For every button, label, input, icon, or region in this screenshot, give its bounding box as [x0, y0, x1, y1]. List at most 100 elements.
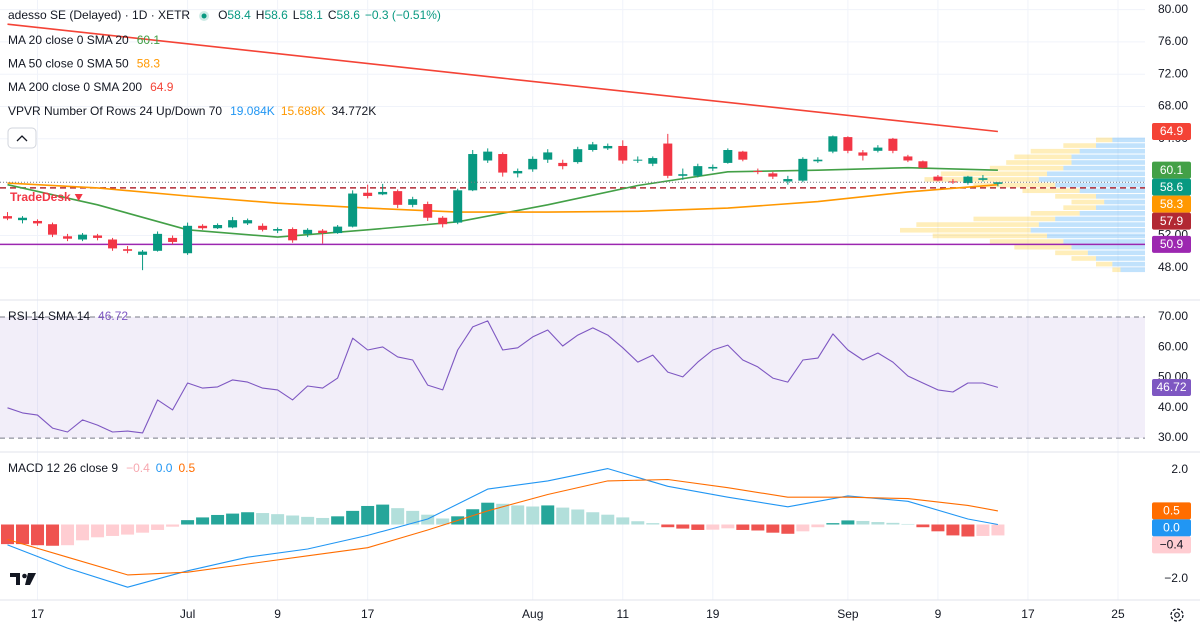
histogram-bar — [856, 520, 870, 525]
candle-body — [708, 166, 718, 169]
vpvr-down — [1071, 256, 1096, 261]
vpvr-total: 34.772K — [332, 104, 377, 118]
vpvr-down — [900, 227, 1031, 233]
price-tag — [1152, 122, 1191, 140]
vpvr-up — [1055, 216, 1145, 222]
histogram-bar — [616, 517, 630, 525]
histogram-bar — [61, 524, 75, 546]
histogram-bar — [631, 521, 645, 525]
ohlc-value: 58.1 — [299, 8, 323, 22]
histogram-bar — [166, 524, 180, 527]
candle-body — [948, 181, 958, 183]
vpvr-down — [1071, 199, 1105, 205]
vpvr-up — [1071, 160, 1145, 165]
vpvr-up — [1071, 154, 1145, 160]
line — [7, 320, 999, 434]
vpvr-down — [916, 222, 1039, 227]
candle-body — [813, 159, 823, 162]
vpvr-up — [1096, 256, 1145, 261]
pane-value: −0.4 — [126, 461, 150, 475]
macd-pane — [1, 468, 1005, 588]
logo[interactable] — [10, 573, 36, 585]
candle-body — [213, 225, 223, 229]
pane-value: 0.5 — [178, 461, 195, 475]
candle-body — [678, 174, 688, 176]
histogram-bar — [331, 516, 345, 525]
legend-name: MA 50 close 0 SMA 50 — [8, 57, 129, 71]
candle-body — [723, 150, 733, 163]
candle-body — [33, 220, 43, 224]
vpvr-down — [1030, 210, 1080, 216]
candle-body — [468, 154, 478, 191]
histogram-bar — [226, 513, 240, 525]
histogram-bar — [361, 505, 375, 525]
price-tag — [1152, 161, 1191, 179]
candle-body — [273, 229, 283, 231]
candle-body — [168, 237, 178, 242]
vpvr-up — [1096, 205, 1145, 210]
candle-body — [393, 191, 403, 205]
histogram-bar — [346, 510, 360, 525]
price-tag-label: 50.9 — [1160, 237, 1184, 251]
vpvr-up — [1079, 188, 1145, 194]
vpvr-down — [1096, 261, 1113, 267]
y-tick-label: 40.00 — [1158, 400, 1188, 414]
histogram-bar — [601, 514, 615, 525]
histogram-bar — [271, 514, 285, 525]
vpvr-up — [1112, 261, 1145, 267]
rsi-pane — [0, 316, 1145, 439]
price-tag-label: 64.9 — [1160, 124, 1184, 138]
vpvr-down — [989, 165, 1064, 171]
candle-body — [663, 143, 673, 176]
vpvr-up — [1063, 239, 1145, 244]
ohlc-letter: L — [293, 8, 300, 22]
price-tag-label: 58.6 — [1160, 180, 1184, 194]
candle-body — [693, 166, 703, 176]
vpvr-up — [1063, 165, 1145, 171]
candle-body — [63, 236, 73, 239]
ohlc-letter: C — [328, 8, 337, 22]
histogram-bar — [16, 524, 30, 545]
vpvr-down — [1022, 188, 1080, 194]
histogram-bar — [991, 524, 1005, 536]
vpvr-down — [1055, 194, 1096, 199]
candle-body — [78, 234, 88, 240]
price-tag-label: 57.9 — [1160, 214, 1184, 228]
settings-icon[interactable] — [1170, 608, 1184, 622]
histogram-bar — [826, 523, 840, 525]
candle-body — [243, 220, 253, 224]
histogram-bar — [241, 512, 255, 525]
histogram-bar — [961, 524, 975, 537]
price-tag — [1152, 178, 1191, 196]
vpvr-down — [1112, 267, 1121, 273]
histogram-bar — [766, 524, 780, 533]
y-tick-label: 70.00 — [1158, 309, 1188, 323]
x-tick-label: 19 — [706, 607, 720, 621]
vpvr-total: 19.084K — [230, 104, 275, 118]
y-tick-label: 60.00 — [1158, 339, 1188, 353]
candle-body — [618, 145, 628, 161]
candle-body — [873, 147, 883, 151]
line — [7, 478, 998, 576]
histogram-bar — [1, 524, 15, 545]
status-dot-core — [201, 13, 207, 19]
vpvr-up — [1030, 227, 1145, 233]
candle-body — [558, 162, 568, 167]
legend-name: VPVR Number Of Rows 24 Up/Down 70 — [8, 104, 222, 118]
legend-value: 58.3 — [137, 57, 161, 71]
histogram-bar — [931, 524, 945, 532]
candle-body — [498, 154, 508, 173]
price-tag-label: 60.1 — [1160, 163, 1184, 177]
histogram-bar — [376, 504, 390, 525]
annotation: TradeDesk — [10, 190, 71, 204]
vpvr-down — [1006, 160, 1072, 165]
pane-value: 0.0 — [156, 461, 173, 475]
vpvr-down — [1030, 148, 1080, 154]
pane-title: MACD 12 26 close 9 — [8, 461, 118, 475]
vpvr-down — [1014, 154, 1072, 160]
candle-body — [333, 226, 343, 234]
candle-body — [588, 144, 598, 150]
collapse-button[interactable] — [7, 127, 37, 149]
candle-body — [198, 225, 208, 229]
vpvr-down — [1063, 205, 1096, 210]
